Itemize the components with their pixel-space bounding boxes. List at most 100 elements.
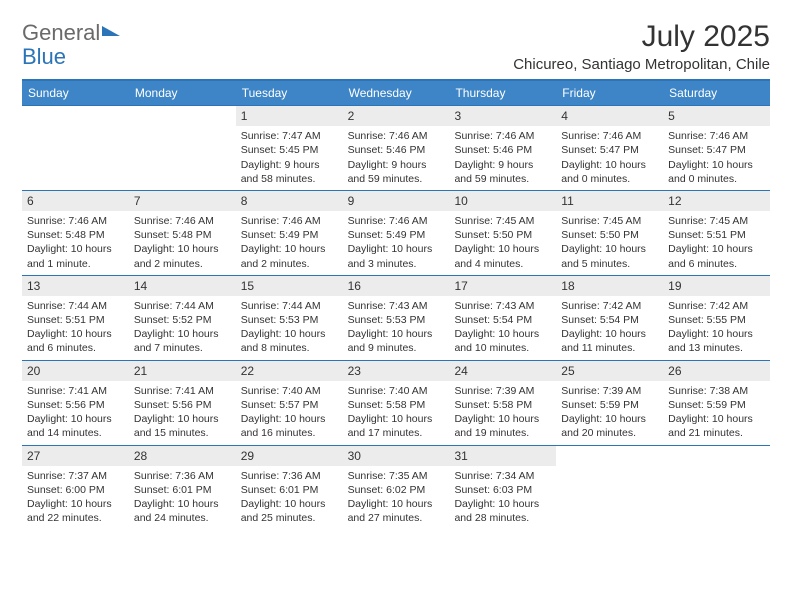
day-info-line: and 58 minutes.	[241, 172, 338, 186]
day-info-line: Sunrise: 7:42 AM	[561, 299, 658, 313]
day-info-line: Daylight: 10 hours	[241, 327, 338, 341]
calendar-day-empty	[663, 446, 770, 530]
day-info-line: Daylight: 10 hours	[348, 327, 445, 341]
day-info-line: Daylight: 10 hours	[668, 327, 765, 341]
calendar-day: 2Sunrise: 7:46 AMSunset: 5:46 PMDaylight…	[343, 106, 450, 190]
calendar-day: 1Sunrise: 7:47 AMSunset: 5:45 PMDaylight…	[236, 106, 343, 190]
day-info-line: Sunrise: 7:39 AM	[561, 384, 658, 398]
weekday-header: Tuesday	[236, 81, 343, 105]
day-number: 28	[129, 446, 236, 466]
calendar-week: 20Sunrise: 7:41 AMSunset: 5:56 PMDayligh…	[22, 360, 770, 445]
calendar-day-empty	[129, 106, 236, 190]
day-info-line: Daylight: 10 hours	[27, 497, 124, 511]
day-info-line: Sunset: 5:58 PM	[454, 398, 551, 412]
day-info-line: and 6 minutes.	[668, 257, 765, 271]
day-info-line: and 14 minutes.	[27, 426, 124, 440]
day-info-line: and 19 minutes.	[454, 426, 551, 440]
day-number: 14	[129, 276, 236, 296]
day-info-line: Sunset: 6:00 PM	[27, 483, 124, 497]
day-info-line: Sunrise: 7:34 AM	[454, 469, 551, 483]
day-number: 11	[556, 191, 663, 211]
day-info-line: Daylight: 10 hours	[134, 327, 231, 341]
day-info-line: Daylight: 9 hours	[348, 158, 445, 172]
calendar-day: 18Sunrise: 7:42 AMSunset: 5:54 PMDayligh…	[556, 276, 663, 360]
day-number: 20	[22, 361, 129, 381]
day-number: 7	[129, 191, 236, 211]
day-info-line: and 28 minutes.	[454, 511, 551, 525]
day-info-line: Sunrise: 7:46 AM	[27, 214, 124, 228]
calendar-day: 19Sunrise: 7:42 AMSunset: 5:55 PMDayligh…	[663, 276, 770, 360]
calendar: SundayMondayTuesdayWednesdayThursdayFrid…	[22, 79, 770, 529]
day-info-line: Sunrise: 7:45 AM	[454, 214, 551, 228]
calendar-day: 9Sunrise: 7:46 AMSunset: 5:49 PMDaylight…	[343, 191, 450, 275]
day-info-line: Sunset: 6:01 PM	[241, 483, 338, 497]
brand-part1: General	[22, 20, 100, 46]
day-info-line: Sunrise: 7:35 AM	[348, 469, 445, 483]
day-info-line: Sunset: 5:49 PM	[348, 228, 445, 242]
day-number: 2	[343, 106, 450, 126]
day-info-line: Sunrise: 7:46 AM	[454, 129, 551, 143]
calendar-day: 5Sunrise: 7:46 AMSunset: 5:47 PMDaylight…	[663, 106, 770, 190]
day-info-line: Sunset: 5:56 PM	[27, 398, 124, 412]
calendar-day: 23Sunrise: 7:40 AMSunset: 5:58 PMDayligh…	[343, 361, 450, 445]
day-info-line: Sunrise: 7:44 AM	[134, 299, 231, 313]
day-info-line: Sunrise: 7:46 AM	[348, 214, 445, 228]
calendar-day: 3Sunrise: 7:46 AMSunset: 5:46 PMDaylight…	[449, 106, 556, 190]
day-info-line: Sunrise: 7:41 AM	[134, 384, 231, 398]
day-number: 1	[236, 106, 343, 126]
day-info-line: Daylight: 10 hours	[134, 497, 231, 511]
weekday-header: Wednesday	[343, 81, 450, 105]
day-info-line: Sunrise: 7:46 AM	[241, 214, 338, 228]
day-info-line: and 59 minutes.	[454, 172, 551, 186]
day-info-line: Sunrise: 7:40 AM	[241, 384, 338, 398]
day-info-line: and 59 minutes.	[348, 172, 445, 186]
day-info-line: Sunset: 5:48 PM	[27, 228, 124, 242]
day-info-line: and 20 minutes.	[561, 426, 658, 440]
day-info-line: Sunset: 5:49 PM	[241, 228, 338, 242]
calendar-day: 25Sunrise: 7:39 AMSunset: 5:59 PMDayligh…	[556, 361, 663, 445]
day-info-line: Daylight: 10 hours	[454, 327, 551, 341]
day-info-line: Daylight: 10 hours	[668, 158, 765, 172]
calendar-day: 8Sunrise: 7:46 AMSunset: 5:49 PMDaylight…	[236, 191, 343, 275]
day-info-line: and 21 minutes.	[668, 426, 765, 440]
weekday-header: Thursday	[449, 81, 556, 105]
day-info-line: Sunrise: 7:38 AM	[668, 384, 765, 398]
day-info-line: and 22 minutes.	[27, 511, 124, 525]
day-info-line: and 5 minutes.	[561, 257, 658, 271]
calendar-day: 21Sunrise: 7:41 AMSunset: 5:56 PMDayligh…	[129, 361, 236, 445]
month-title: July 2025	[513, 20, 770, 54]
day-info-line: and 3 minutes.	[348, 257, 445, 271]
calendar-day: 24Sunrise: 7:39 AMSunset: 5:58 PMDayligh…	[449, 361, 556, 445]
day-number: 26	[663, 361, 770, 381]
day-number: 22	[236, 361, 343, 381]
day-info-line: Sunset: 5:47 PM	[561, 143, 658, 157]
day-info-line: Sunrise: 7:40 AM	[348, 384, 445, 398]
day-number: 30	[343, 446, 450, 466]
day-info-line: Sunset: 6:01 PM	[134, 483, 231, 497]
day-number: 19	[663, 276, 770, 296]
day-info-line: and 13 minutes.	[668, 341, 765, 355]
day-info-line: Sunset: 5:50 PM	[454, 228, 551, 242]
day-number: 16	[343, 276, 450, 296]
calendar-day: 12Sunrise: 7:45 AMSunset: 5:51 PMDayligh…	[663, 191, 770, 275]
calendar-day-empty	[556, 446, 663, 530]
day-number: 6	[22, 191, 129, 211]
calendar-day: 17Sunrise: 7:43 AMSunset: 5:54 PMDayligh…	[449, 276, 556, 360]
day-info-line: Daylight: 10 hours	[27, 412, 124, 426]
day-info-line: Daylight: 10 hours	[454, 242, 551, 256]
day-info-line: Daylight: 9 hours	[454, 158, 551, 172]
day-info-line: Daylight: 10 hours	[561, 327, 658, 341]
day-info-line: Sunset: 5:47 PM	[668, 143, 765, 157]
calendar-day: 6Sunrise: 7:46 AMSunset: 5:48 PMDaylight…	[22, 191, 129, 275]
day-info-line: and 10 minutes.	[454, 341, 551, 355]
calendar-week: 1Sunrise: 7:47 AMSunset: 5:45 PMDaylight…	[22, 105, 770, 190]
day-info-line: Sunrise: 7:39 AM	[454, 384, 551, 398]
calendar-day: 20Sunrise: 7:41 AMSunset: 5:56 PMDayligh…	[22, 361, 129, 445]
calendar-week: 27Sunrise: 7:37 AMSunset: 6:00 PMDayligh…	[22, 445, 770, 530]
calendar-day: 30Sunrise: 7:35 AMSunset: 6:02 PMDayligh…	[343, 446, 450, 530]
day-info-line: Sunrise: 7:47 AM	[241, 129, 338, 143]
day-info-line: Daylight: 10 hours	[134, 412, 231, 426]
calendar-day: 13Sunrise: 7:44 AMSunset: 5:51 PMDayligh…	[22, 276, 129, 360]
day-info-line: Sunset: 5:48 PM	[134, 228, 231, 242]
day-info-line: and 15 minutes.	[134, 426, 231, 440]
